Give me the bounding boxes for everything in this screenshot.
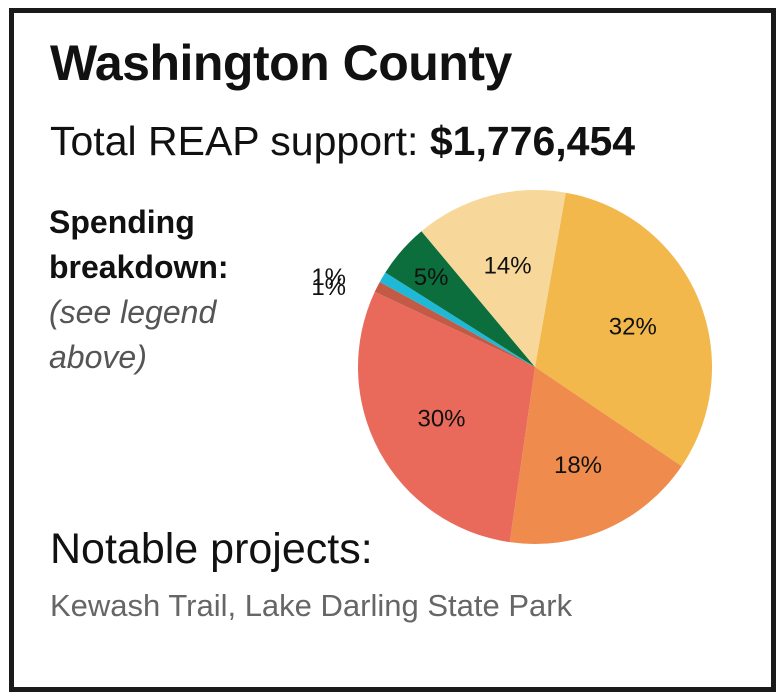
pie-slice-1 — [535, 192, 713, 467]
pie-slice-2 — [509, 367, 682, 544]
county-title: Washington County — [50, 35, 512, 91]
pie-label-3: 30% — [417, 405, 465, 432]
total-support-label: Total REAP support: — [50, 118, 430, 164]
total-support-amount: $1,776,454 — [429, 118, 636, 164]
pie-label-7: 14% — [484, 252, 532, 279]
pie-slice-6 — [385, 231, 535, 367]
breakdown-heading: Spending breakdown: — [49, 204, 229, 285]
total-support: Total REAP support: $1,776,454 — [50, 118, 635, 165]
notable-projects-heading: Notable projects: — [50, 525, 373, 573]
pie-slice-7 — [421, 189, 566, 367]
pie-slice-4 — [374, 281, 535, 367]
pie-label-1: 32% — [609, 314, 657, 341]
pie-slice-3 — [357, 291, 535, 543]
pie-slices — [357, 189, 713, 544]
pie-labels: 32% 18% 30% 1%1% 5% 14% — [311, 252, 657, 479]
pie-slice-5 — [379, 272, 535, 367]
pie-label-4: 1% — [311, 274, 346, 301]
pie-label-2: 18% — [554, 452, 602, 479]
breakdown-note: (see legend above) — [49, 294, 217, 375]
pie-label-6: 5% — [414, 264, 449, 291]
pie-label-5: 1% — [311, 264, 346, 291]
spending-breakdown: Spending breakdown: (see legend above) — [49, 200, 279, 380]
notable-projects-list: Kewash Trail, Lake Darling State Park — [50, 588, 573, 623]
